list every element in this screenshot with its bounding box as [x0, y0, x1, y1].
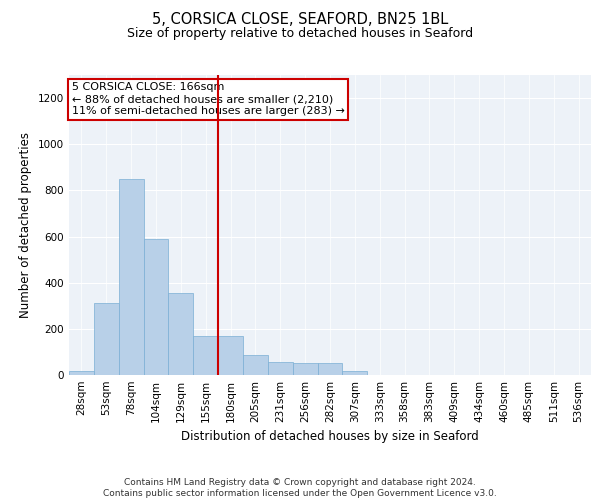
Bar — [343, 371, 367, 375]
Bar — [143, 239, 169, 375]
Text: Contains HM Land Registry data © Crown copyright and database right 2024.
Contai: Contains HM Land Registry data © Crown c… — [103, 478, 497, 498]
Y-axis label: Number of detached properties: Number of detached properties — [19, 132, 32, 318]
Text: 5, CORSICA CLOSE, SEAFORD, BN25 1BL: 5, CORSICA CLOSE, SEAFORD, BN25 1BL — [152, 12, 448, 28]
Bar — [218, 336, 243, 375]
Bar — [193, 336, 218, 375]
Bar — [268, 362, 293, 375]
Text: 5 CORSICA CLOSE: 166sqm
← 88% of detached houses are smaller (2,210)
11% of semi: 5 CORSICA CLOSE: 166sqm ← 88% of detache… — [71, 82, 344, 116]
Bar — [69, 371, 94, 375]
Bar — [293, 364, 317, 375]
Bar — [317, 364, 343, 375]
Bar — [119, 179, 143, 375]
Text: Size of property relative to detached houses in Seaford: Size of property relative to detached ho… — [127, 28, 473, 40]
X-axis label: Distribution of detached houses by size in Seaford: Distribution of detached houses by size … — [181, 430, 479, 444]
Bar — [94, 304, 119, 375]
Bar — [243, 356, 268, 375]
Bar — [169, 293, 193, 375]
